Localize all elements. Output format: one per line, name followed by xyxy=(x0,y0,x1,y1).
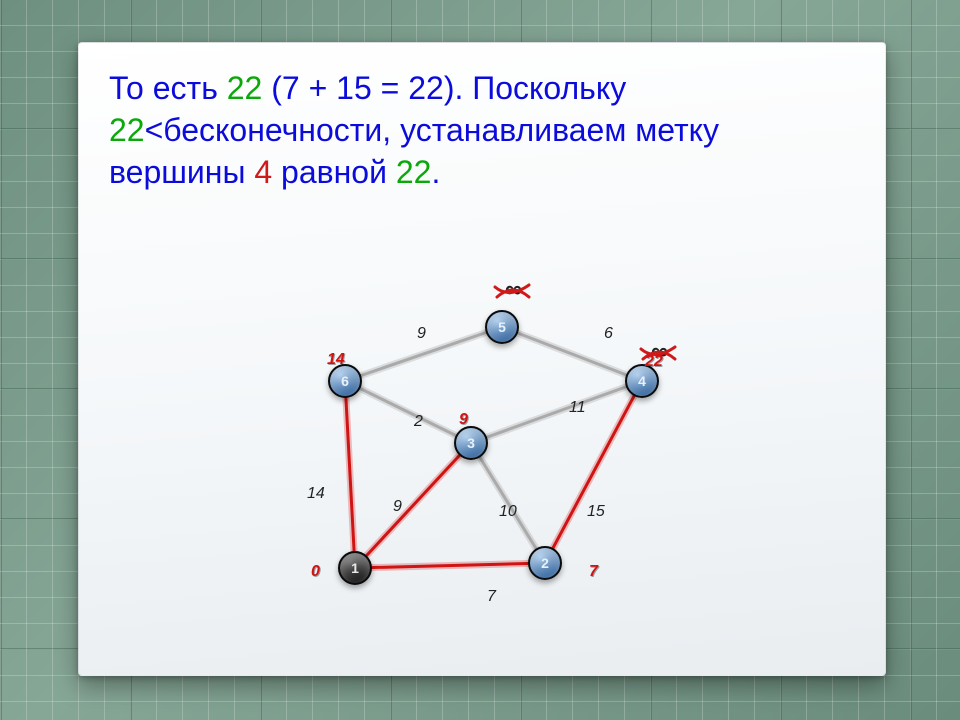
graph-node-5: 5 xyxy=(485,310,519,344)
edge-weight-label: 6 xyxy=(604,325,613,343)
edge-weight-label: 11 xyxy=(569,399,586,417)
graph-node-2: 2 xyxy=(528,546,562,580)
graph-area: ∞∞ xyxy=(79,43,885,675)
edge-weight-label: 9 xyxy=(393,498,402,516)
slide-card: То есть 22 (7 + 15 = 22). Поскольку 22<б… xyxy=(78,42,886,676)
edge-weight-label: 9 xyxy=(417,325,426,343)
graph-edges-svg: ∞∞ xyxy=(79,43,885,675)
edge-weight-label: 14 xyxy=(307,485,325,503)
node-dist-label: 0 xyxy=(311,563,320,581)
graph-node-6: 6 xyxy=(328,364,362,398)
graph-node-1: 1 xyxy=(338,551,372,585)
edge-weight-label: 7 xyxy=(487,588,496,606)
node-dist-label: 22 xyxy=(645,353,663,371)
node-dist-label: 14 xyxy=(327,351,345,369)
edge-weight-label: 10 xyxy=(499,503,517,521)
edge-weight-label: 2 xyxy=(414,413,423,431)
graph-node-3: 3 xyxy=(454,426,488,460)
node-dist-label: 7 xyxy=(589,563,598,581)
edge-weight-label: 15 xyxy=(587,503,605,521)
node-dist-label: 9 xyxy=(459,411,468,429)
